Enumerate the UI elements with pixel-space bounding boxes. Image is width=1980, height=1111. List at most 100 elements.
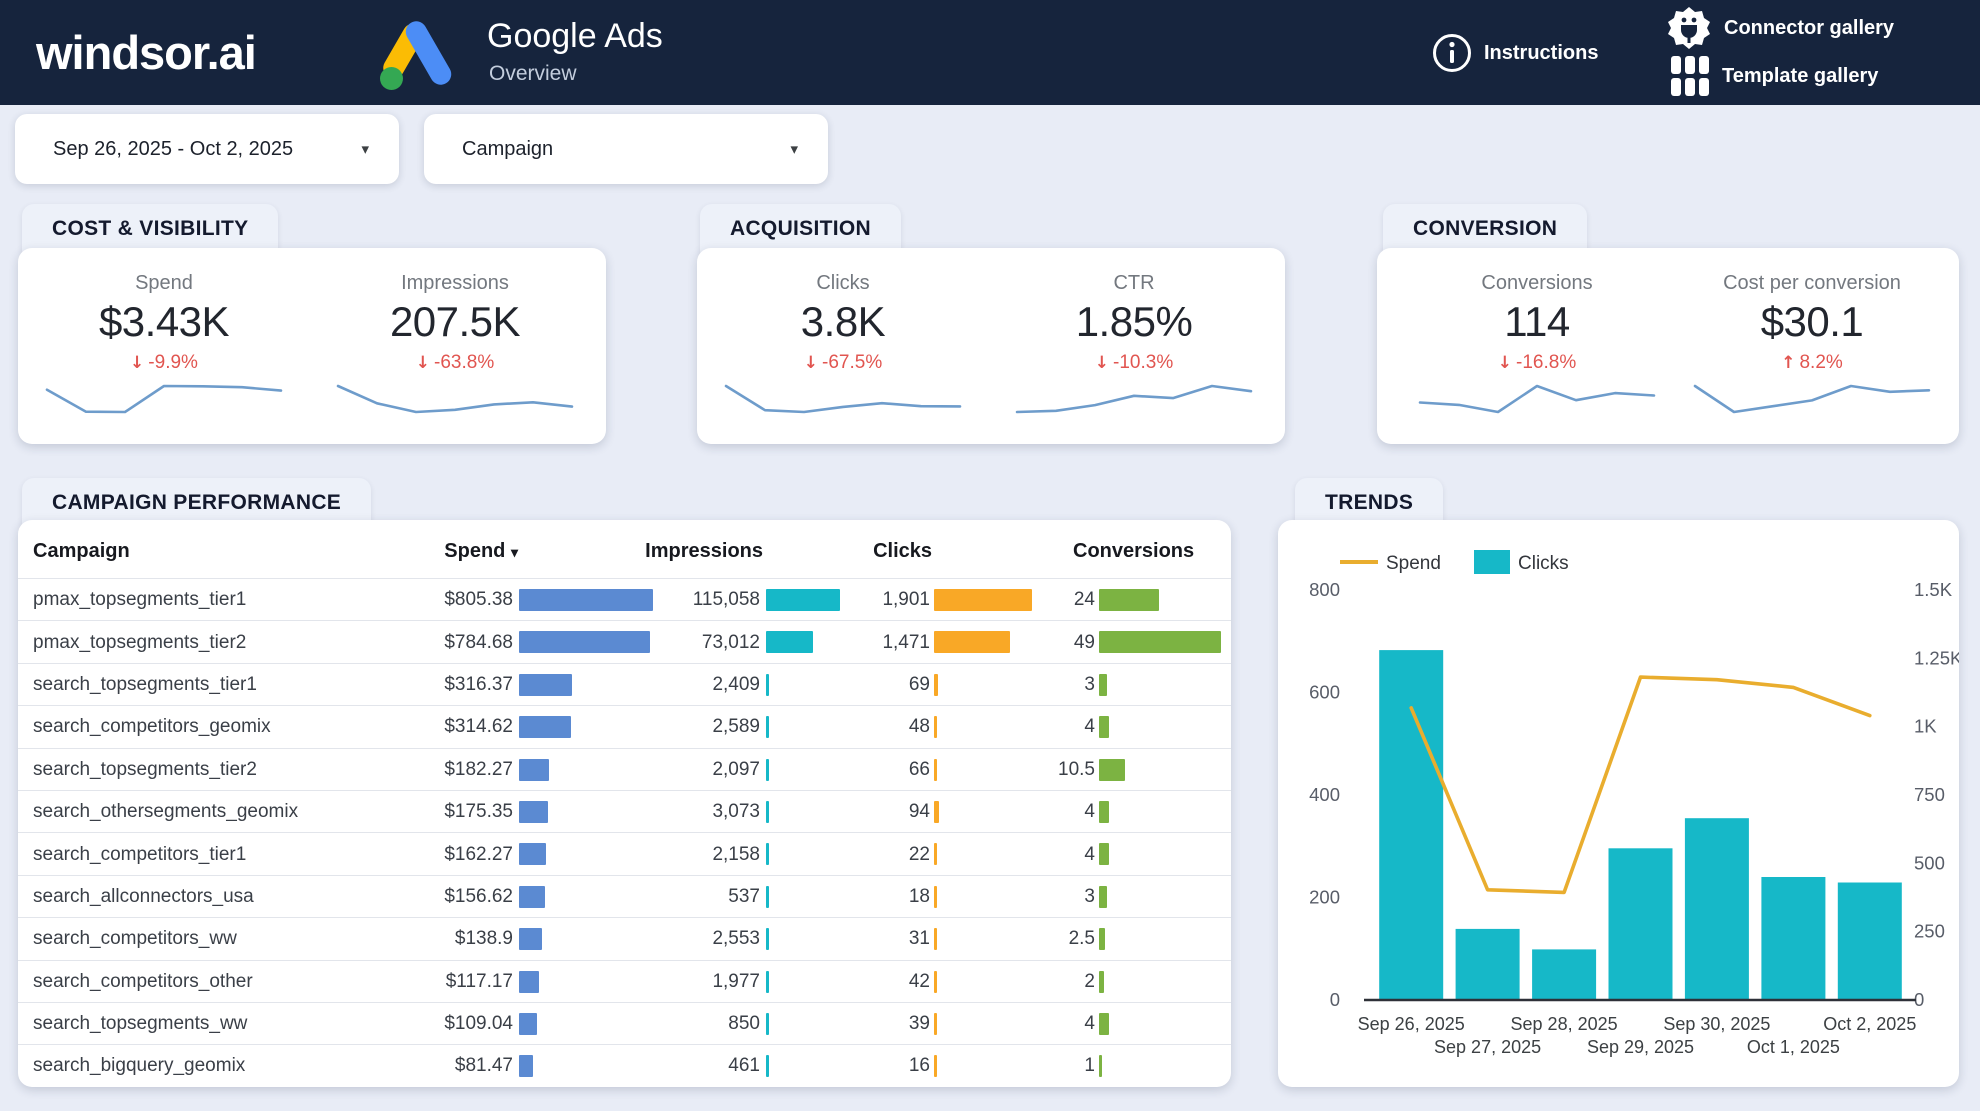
sparkline [1014,380,1254,420]
col-header-clicks[interactable]: Clicks [873,540,932,562]
conversions-value: 49 [1073,631,1095,653]
table-row[interactable]: search_othersegments_geomix $175.35 3,07… [18,789,1231,832]
spend-value: $81.47 [454,1055,513,1077]
campaign-name: search_allconnectors_usa [33,885,254,907]
google-ads-icon [380,21,452,90]
right-axis-tick: 1.5K [1914,579,1953,600]
clicks-bar[interactable] [1761,877,1826,1000]
table-row[interactable]: pmax_topsegments_tier2 $784.68 73,012 1,… [18,620,1231,662]
spend-value: $117.17 [445,970,513,992]
instructions-label: Instructions [1484,41,1599,64]
impressions-value: 1,977 [712,970,760,992]
date-range-dropdown[interactable]: Sep 26, 2025 - Oct 2, 2025 ▾ [15,114,399,184]
impressions-bar [766,1012,769,1035]
col-header-impressions[interactable]: Impressions [645,540,763,562]
clicks-bar [934,589,1032,611]
impressions-bar [766,631,813,654]
legend-clicks-swatch [1474,550,1510,574]
connector-gallery-button[interactable]: Connector gallery [1666,5,1894,51]
clicks-value: 1,471 [882,631,930,653]
page-subtitle: Overview [489,62,577,85]
trends-card: Spend Clicks 800 600 400 200 0 1.5K 1.25K 1K 750 50… [1278,520,1959,1087]
conversions-bar [1099,928,1106,951]
page-title: Google Ads [487,17,663,55]
col-header-campaign[interactable]: Campaign [33,540,130,562]
col-header-conversions[interactable]: Conversions [1073,540,1195,562]
clicks-bar[interactable] [1379,650,1444,1000]
acquisition-card: Clicks 3.8K ↓ -67.5% CTR 1.85% ↓ -10.3% [697,248,1285,444]
right-axis-tick: 0 [1914,989,1924,1010]
instructions-button[interactable]: Instructions [1432,33,1598,73]
arrow-down-icon: ↓ [130,353,145,373]
x-axis-date-label: Sep 26, 2025 [1358,1014,1465,1034]
trends-combo-chart[interactable]: Spend Clicks 800 600 400 200 0 1.5K 1.25K 1K 750 50… [1278,520,1959,1087]
kpi-label: Impressions [401,272,509,294]
kpi-delta: ↑ 8.2% [1781,352,1843,373]
campaign-name: search_topsegments_tier1 [33,673,257,695]
table-row[interactable]: search_competitors_other $117.17 1,977 4… [18,959,1231,1002]
kpi-value: $3.43K [98,298,230,345]
x-axis-date-label: Oct 1, 2025 [1747,1037,1840,1057]
right-axis-tick: 250 [1914,921,1945,942]
col-header-spend[interactable]: Spend ▾ [444,540,518,562]
conversion-card: Conversions 114 ↓ -16.8% Cost per convers… [1377,248,1959,444]
table-row[interactable]: search_allconnectors_usa $156.62 537 18 … [18,874,1231,917]
kpi-value: 3.8K [800,298,886,345]
kpi-value: $30.1 [1760,298,1864,345]
conversions-value: 3 [1084,885,1095,907]
kpi-value: 207.5K [389,298,521,345]
right-axis-tick: 1K [1914,716,1937,737]
clicks-bar [934,928,937,951]
table-row[interactable]: search_topsegments_ww $109.04 850 39 4 [18,1001,1231,1044]
clicks-bar [934,843,937,866]
clicks-value: 31 [908,928,930,950]
table-row[interactable]: search_competitors_tier1 $162.27 2,158 2… [18,832,1231,874]
clicks-bar [934,1012,937,1035]
impressions-value: 2,409 [712,673,760,695]
table-row[interactable]: search_topsegments_tier2 $182.27 2,097 6… [18,747,1231,790]
table-row[interactable]: search_competitors_ww $138.9 2,553 31 2.… [18,917,1231,959]
clicks-bar[interactable] [1608,848,1673,1000]
left-axis-tick: 0 [1330,989,1340,1010]
spend-bar [519,1012,538,1035]
clicks-bar[interactable] [1532,949,1597,1000]
table-row[interactable]: search_bigquery_geomix $81.47 461 16 1 [18,1044,1231,1086]
chevron-down-icon: ▾ [361,141,369,158]
conversions-value: 2 [1084,970,1095,992]
windsor-logo: windsor.ai [36,26,257,79]
clicks-value: 48 [908,716,930,738]
template-gallery-button[interactable]: Template gallery [1670,55,1878,97]
table-row[interactable]: search_topsegments_tier1 $316.37 2,409 6… [18,662,1231,705]
x-axis-date-label: Sep 28, 2025 [1511,1014,1618,1034]
template-gallery-label: Template gallery [1722,64,1879,87]
arrow-down-icon: ↓ [1094,353,1110,373]
sparkline [1417,380,1657,420]
clicks-bar[interactable] [1684,818,1749,1000]
impressions-value: 850 [728,1013,760,1035]
spend-value: $182.27 [444,758,513,780]
campaign-name: pmax_topsegments_tier1 [33,589,247,611]
x-axis-date-label: Sep 29, 2025 [1587,1037,1694,1057]
spend-bar [519,885,546,908]
right-axis-tick: 750 [1914,784,1945,805]
section-title: CONVERSION [1413,217,1558,240]
dimension-dropdown[interactable]: Campaign ▾ [424,114,828,184]
conversions-value: 10.5 [1058,758,1095,780]
spend-line[interactable] [1409,675,1872,895]
table-header-row: Campaign Spend ▾ Impressions Clicks Conv… [18,540,1231,580]
table-row[interactable]: pmax_topsegments_tier1 $805.38 115,058 1… [18,578,1231,620]
clicks-bar [934,758,938,781]
conversions-bar [1099,673,1107,696]
clicks-bar[interactable] [1837,882,1902,1001]
clicks-bar[interactable] [1455,928,1520,1000]
spend-bar [519,843,546,866]
arrow-down-icon: ↓ [415,353,431,373]
table-row[interactable]: search_competitors_geomix $314.62 2,589 … [18,705,1231,747]
arrow-down-icon: ↓ [803,353,819,373]
clicks-bar [934,1055,937,1078]
section-title: TRENDS [1325,491,1414,514]
spend-value: $156.62 [444,885,513,907]
conversions-bar [1099,716,1109,739]
sparkline [1692,380,1932,420]
section-title: CAMPAIGN PERFORMANCE [52,491,342,514]
